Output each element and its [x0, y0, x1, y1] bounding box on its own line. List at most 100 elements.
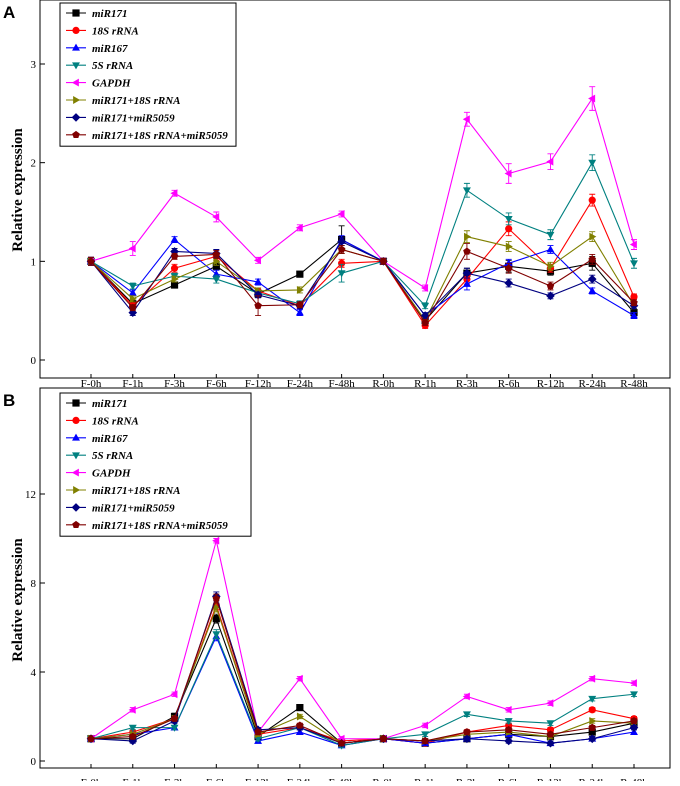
x-tick-label-a-f-6h: F-6h: [206, 378, 227, 390]
data-point-b-gapdh-r-1h: [421, 721, 429, 730]
series-line-a-gapdh: [90, 97, 635, 289]
x-tick-label-b-f-48h: F-48h: [328, 777, 355, 781]
series-b-mir171-mir5059: [86, 591, 639, 748]
data-point-a-mir171-mir5059-r-24h: [587, 274, 597, 284]
data-point-b-5s-rrna-f-3h: [170, 724, 179, 732]
y-axis-label-a: Relative expression: [10, 128, 26, 252]
series-b-mir171: [87, 613, 638, 747]
data-point-a-gapdh-r-3h: [462, 115, 470, 124]
data-point-b-mir171-18s-rrna-mir5059-r-1h: [421, 737, 429, 745]
data-point-a-mir171-mir5059-f-12h: [253, 290, 263, 300]
x-tick-label-b-r-1h: R-1h: [414, 777, 437, 781]
legend-label-b-mir167: miR167: [92, 433, 128, 445]
data-point-b-mir171-18s-rrna-mir5059-f-6h: [212, 594, 221, 602]
data-point-b-mir171-mir5059-r-6h: [504, 736, 514, 746]
series-a-mir171: [87, 225, 638, 325]
data-point-b-mir171-18s-rrna-f-6h: [213, 603, 221, 612]
data-point-a-mir171-f-6h: [212, 262, 220, 270]
legend-label-b-5s-rrna: 5S rRNA: [92, 450, 133, 462]
legend-label-a-mir171-mir5059: miR171+miR5059: [92, 112, 175, 124]
series-a-mir171-mir5059: [86, 237, 639, 320]
data-point-b-mir171-18s-rrna-f-24h: [296, 712, 304, 721]
legend-marker-b-mir171-18s-rrna: [73, 486, 81, 494]
data-point-b-mir171-18s-rrna-mir5059-f-0h: [87, 734, 95, 742]
x-tick-label-a-r-1h: R-1h: [414, 378, 437, 390]
y-tick-label-a-1: 1: [31, 256, 37, 268]
data-point-a-gapdh-f-48h: [337, 210, 345, 218]
data-point-b-mir171-18s-rrna-r-24h: [589, 716, 597, 725]
legend-marker-b-18s-rrna: [72, 416, 80, 424]
data-point-a-18s-rrna-f-48h: [338, 259, 346, 267]
data-point-a-gapdh-r-12h: [546, 157, 554, 166]
data-point-a-5s-rrna-r-1h: [421, 302, 430, 310]
data-point-b-5s-rrna-r-6h: [504, 718, 513, 726]
legend-label-b-mir171: miR171: [92, 398, 127, 410]
legend-box-b: [59, 392, 252, 537]
data-point-a-mir167-r-6h: [504, 259, 513, 267]
data-point-b-mir171-18s-rrna-mir5059-f-48h: [337, 739, 346, 747]
data-point-b-mir171-mir5059-r-48h: [629, 723, 639, 732]
data-point-b-gapdh-r-6h: [504, 705, 512, 714]
data-point-b-mir171-f-6h: [212, 615, 220, 623]
data-point-a-gapdh-f-24h: [295, 223, 303, 232]
data-point-a-5s-rrna-r-12h: [546, 231, 555, 239]
data-point-a-mir171-18s-rrna-f-1h: [129, 294, 137, 303]
data-point-a-gapdh-r-6h: [504, 169, 512, 178]
y-tick-label-b-8: 8: [31, 578, 37, 590]
panel-b: B Relative expression 0 4 8 12 F-0h F-1h F-3h F-6…: [3, 387, 671, 786]
series-b-mir171-18s-rrna-mir5059: [87, 593, 638, 747]
x-tick-label-a-r-6h: R-6h: [498, 378, 521, 390]
x-tick-label-a-f-3h: F-3h: [164, 378, 185, 390]
data-point-a-gapdh-r-24h: [588, 94, 596, 103]
data-point-b-mir171-18s-rrna-mir5059-f-3h: [170, 714, 179, 722]
data-point-b-gapdh-r-3h: [462, 692, 470, 701]
x-tick-label-b-f-1h: F-1h: [122, 777, 143, 781]
series-line-a-mir171-18s-rrna-mir5059: [90, 248, 635, 324]
data-point-a-mir171-18s-rrna-f-3h: [171, 275, 179, 284]
data-point-a-5s-rrna-r-6h: [504, 216, 513, 224]
x-tick-label-b-r-12h: R-12h: [537, 777, 565, 781]
y-tick-label-a-0: 0: [31, 355, 37, 367]
series-a-gapdh: [86, 86, 637, 292]
legend-box-a: [59, 2, 237, 147]
legend-marker-a-mir171: [72, 9, 80, 17]
data-point-a-mir171-mir5059-r-3h: [462, 268, 472, 278]
legend-label-b-mir171-mir5059: miR171+miR5059: [92, 502, 175, 514]
x-tick-label-a-r-48h: R-48h: [620, 378, 648, 390]
data-point-a-18s-rrna-f-3h: [170, 264, 179, 272]
data-point-b-18s-rrna-r-24h: [588, 706, 596, 714]
data-point-a-mir171-18s-rrna-r-24h: [589, 232, 597, 241]
data-point-b-5s-rrna-r-3h: [462, 711, 471, 719]
series-line-b-mir171-18s-rrna-mir5059: [90, 596, 635, 744]
x-tick-label-b-f-3h: F-3h: [164, 777, 185, 781]
x-tick-label-a-f-0h: F-0h: [81, 378, 102, 390]
x-tick-label-a-f-12h: F-12h: [245, 378, 272, 390]
data-point-a-mir171-18s-rrna-r-12h: [547, 262, 555, 271]
data-point-b-mir171-mir5059-r-24h: [587, 734, 597, 744]
y-tick-label-b-12: 12: [25, 489, 36, 501]
legend-marker-b-mir171-mir5059: [71, 503, 81, 512]
legend-label-a-5s-rrna: 5S rRNA: [92, 60, 133, 72]
y-tick-label-a-3: 3: [31, 59, 37, 71]
data-point-b-gapdh-f-1h: [128, 705, 136, 714]
data-point-b-gapdh-f-24h: [295, 674, 303, 683]
panel-letter-b: B: [3, 391, 15, 410]
data-point-a-mir171-18s-rrna-mir5059-r-6h: [504, 264, 513, 272]
legend-label-a-mir171-18s-rrna: miR171+18S rRNA: [92, 95, 180, 107]
data-point-a-gapdh-r-48h: [629, 240, 637, 249]
panel-letter-a: A: [3, 3, 15, 22]
legend-label-a-mir171: miR171: [92, 8, 127, 20]
y-axis-label-b: Relative expression: [10, 538, 26, 662]
data-point-b-mir171-mir5059-r-12h: [546, 738, 555, 748]
data-point-a-mir171-18s-rrna-mir5059-f-12h: [254, 301, 262, 309]
legend-label-a-mir171-18s-rrna-mir5059: miR171+18S rRNA+miR5059: [92, 130, 228, 142]
series-a-mir171-18s-rrna-mir5059: [87, 243, 638, 326]
data-point-a-5s-rrna-r-3h: [462, 187, 471, 195]
data-point-a-mir171-mir5059-r-12h: [546, 291, 555, 301]
series-line-a-18s-rrna: [90, 198, 635, 327]
legend-label-b-18s-rrna: 18S rRNA: [92, 415, 139, 427]
data-point-a-5s-rrna-f-6h: [212, 276, 221, 284]
legend-marker-a-18s-rrna: [72, 26, 80, 34]
